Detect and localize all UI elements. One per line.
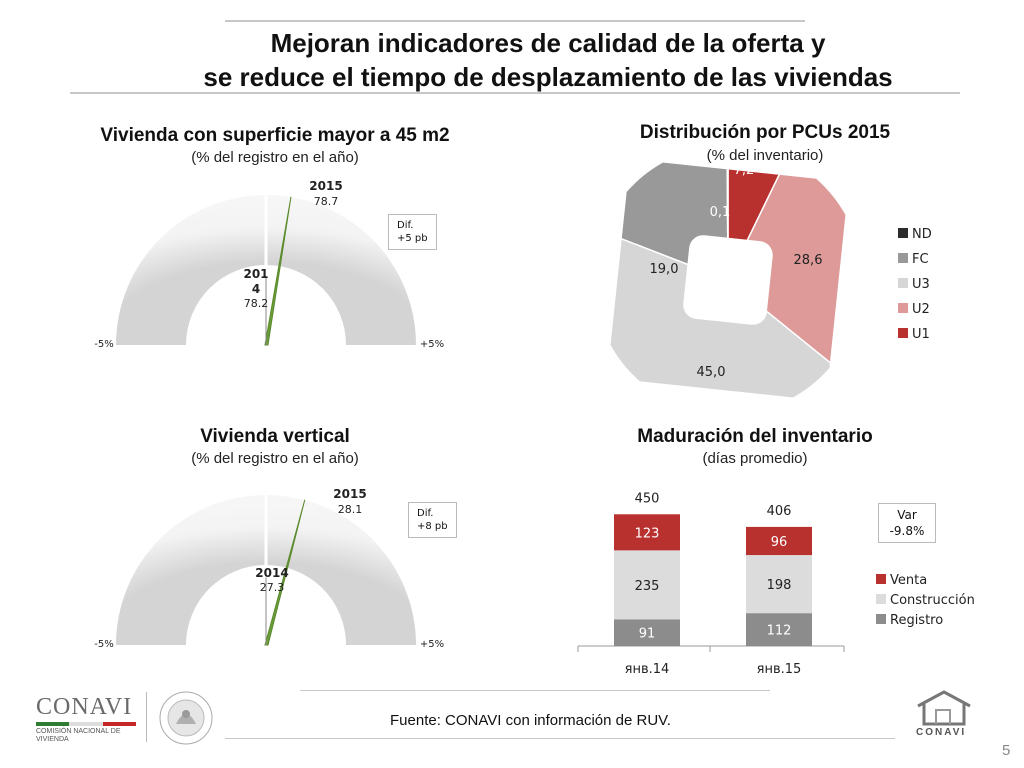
conavi-logo-right-name: CONAVI [916,727,967,738]
footer-top-rule [300,690,770,691]
gauge-band [116,195,416,345]
title-bottom-rule [70,92,960,94]
legend-label-construcción: Construcción [890,593,975,608]
bar-total-label-0: 450 [635,491,660,506]
gauge-vertical-dif-label: Dif. [417,508,434,519]
bar-construcción-0 [614,550,680,620]
gauge-2014-year-label: 201 [243,267,268,281]
maturation-bar-chart: 91 235 123 450 янв.14 112 198 96 406 янв.15 Venta C… [577,491,975,677]
bar-venta-0 [614,514,680,551]
legend-swatch-u2 [898,303,908,313]
gauge-2014-value-label: 78.2 [244,297,269,310]
donut-label-fc: 19,0 [650,262,679,277]
slide-title-line1: Mejoran indicadores de calidad de la ofe… [270,28,826,58]
bar-venta-1 [746,526,812,556]
gauge-surface-dif-box: Dif. +5 pb [388,214,437,250]
slide-title-line2: se reduce el tiempo de desplazamiento de… [203,62,893,92]
gauge-2014-year-label: 4 [252,282,260,296]
footer-bottom-rule [225,738,895,739]
gauge-vertical-title: Vivienda vertical [200,426,350,447]
donut-label-u3: 45,0 [697,365,726,380]
bar-var-value: -9.8% [889,524,925,538]
title-top-rule [225,20,805,22]
gauge-2015-value-label: 28.1 [338,503,363,516]
bar-value-venta-0: 123 [635,526,660,541]
bar-value-construcción-0: 235 [635,579,660,594]
pie-subtitle: (% del inventario) [706,147,824,164]
gauge-vertical-dif-box: Dif. +8 pb [408,502,457,538]
conavi-house-logo-icon [917,690,971,726]
legend-label-fc: FC [912,252,929,267]
gauge-max-label: +5% [420,339,444,350]
gauge-2015-value-label: 78.7 [314,195,339,208]
gauge-2014-value-label: 27.3 [260,581,285,594]
conavi-logo-stripe [36,722,136,726]
logo-divider [146,692,147,742]
gauge-vertical-dif-value: +8 pb [417,521,448,532]
bar-subtitle: (días promedio) [702,450,808,467]
gauge-vertical-subtitle: (% del registro en el año) [191,450,359,467]
gauge-surface-dif-value: +5 pb [397,233,428,244]
donut-hole [683,235,773,325]
conavi-logo-left: CONAVI COMISIÓN NACIONAL DE VIVIENDA [36,694,136,744]
legend-label-u1: U1 [912,327,930,342]
bar-value-venta-1: 96 [771,535,788,550]
pie-title: Distribución por PCUs 2015 [639,122,891,143]
donut-label-u1: 7,2 [734,163,755,178]
bar-value-registro-1: 112 [767,624,792,639]
bar-registro-0 [614,619,680,646]
donut-label-nd: 0,1 [710,205,731,220]
conavi-logo-left-subtitle: COMISIÓN NACIONAL DE VIVIENDA [36,728,121,743]
legend-swatch-fc [898,253,908,263]
donut-label-u2: 28,6 [794,253,823,268]
legend-swatch-venta [876,574,886,584]
bar-construcción-1 [746,555,812,614]
gauge-min-label: -5% [94,639,113,650]
bar-registro-1 [746,613,812,646]
gauge-min-label: -5% [94,339,113,350]
gauge-2015-year-label: 2015 [333,487,366,501]
legend-swatch-u1 [898,328,908,338]
legend-label-u3: U3 [912,277,930,292]
bar-value-registro-0: 91 [639,627,656,642]
conavi-logo-left-name: CONAVI [36,694,133,720]
gauge-band [116,495,416,645]
gauge-2015-year-label: 2015 [309,179,342,193]
legend-label-u2: U2 [912,302,930,317]
pcu-donut-chart: 7,2 28,6 45,0 19,0 0,1 ND FC U3 U2 U1 [607,160,932,400]
footer-source: Fuente: CONAVI con información de RUV. [390,712,671,729]
x-tick-label-0: янв.14 [625,662,670,677]
legend-swatch-nd [898,228,908,238]
legend-label-venta: Venta [890,573,927,588]
gauge-surface-title: Vivienda con superficie mayor a 45 m2 [100,125,450,146]
national-seal-icon [159,691,213,745]
legend-swatch-registro [876,614,886,624]
legend-swatch-construcción [876,594,886,604]
bar-var-label: Var [897,508,917,522]
page-number: 5 [1002,742,1011,759]
legend-swatch-u3 [898,278,908,288]
legend-label-registro: Registro [890,613,943,628]
legend-label-nd: ND [912,227,932,242]
bar-title: Maduración del inventario [637,426,873,447]
x-tick-label-1: янв.15 [757,662,802,677]
bar-total-label-1: 406 [767,504,792,519]
bar-value-construcción-1: 198 [767,578,792,593]
gauge-surface-subtitle: (% del registro en el año) [191,149,359,166]
gauge-max-label: +5% [420,639,444,650]
gauge-surface-dif-label: Dif. [397,220,414,231]
bar-var-box: Var -9.8% [878,503,936,543]
gauge-2014-year-label: 2014 [255,566,288,580]
